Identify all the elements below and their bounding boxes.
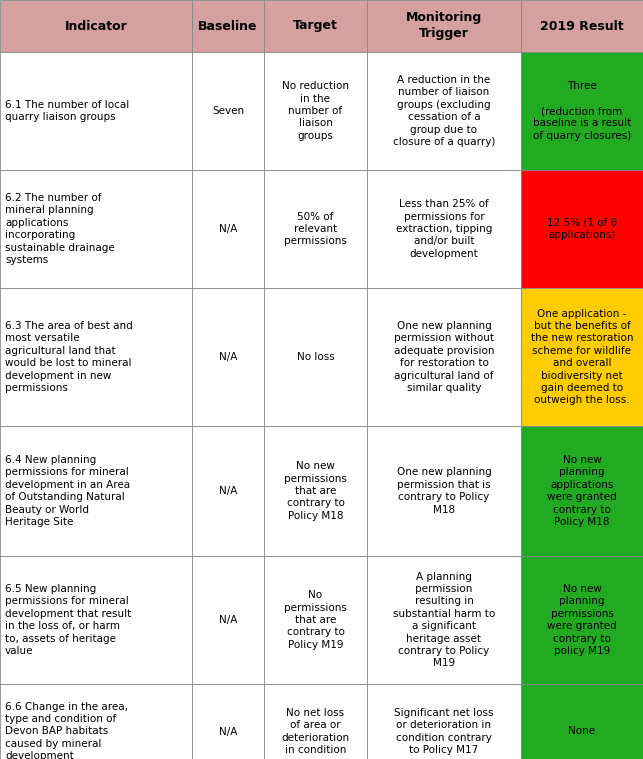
Bar	[367, 170, 521, 288]
Bar	[192, 288, 264, 426]
Bar	[367, 0, 521, 52]
Bar	[521, 426, 643, 556]
Bar	[367, 52, 521, 170]
Text: 6.6 Change in the area,
type and condition of
Devon BAP habitats
caused by miner: 6.6 Change in the area, type and conditi…	[5, 702, 128, 759]
Bar	[521, 288, 643, 426]
Text: 12.5% (1 of 8
applications): 12.5% (1 of 8 applications)	[547, 218, 617, 240]
Bar	[0, 426, 192, 556]
Text: N/A: N/A	[219, 726, 237, 736]
Text: None: None	[568, 726, 595, 736]
Text: Target: Target	[293, 20, 338, 33]
Text: 50% of
relevant
permissions: 50% of relevant permissions	[284, 212, 347, 247]
Bar	[264, 426, 367, 556]
Text: One new planning
permission that is
contrary to Policy
M18: One new planning permission that is cont…	[397, 468, 491, 515]
Text: A planning
permission
resulting in
substantial harm to
a significant
heritage as: A planning permission resulting in subst…	[393, 572, 495, 669]
Bar	[367, 684, 521, 759]
Text: Three

(reduction from
baseline is a result
of quarry closures): Three (reduction from baseline is a resu…	[533, 81, 631, 141]
Text: Indicator: Indicator	[65, 20, 127, 33]
Bar	[367, 426, 521, 556]
Text: N/A: N/A	[219, 615, 237, 625]
Text: Significant net loss
or deterioration in
condition contrary
to Policy M17: Significant net loss or deterioration in…	[394, 708, 494, 755]
Text: 6.5 New planning
permissions for mineral
development that result
in the loss of,: 6.5 New planning permissions for mineral…	[5, 584, 131, 656]
Bar	[192, 426, 264, 556]
Text: One application -
but the benefits of
the new restoration
scheme for wildlife
an: One application - but the benefits of th…	[530, 309, 633, 405]
Text: N/A: N/A	[219, 224, 237, 234]
Text: 6.3 The area of best and
most versatile
agricultural land that
would be lost to : 6.3 The area of best and most versatile …	[5, 321, 132, 393]
Text: No new
planning
permissions
were granted
contrary to
policy M19: No new planning permissions were granted…	[547, 584, 617, 656]
Bar	[367, 288, 521, 426]
Text: No new
planning
applications
were granted
contrary to
Policy M18: No new planning applications were grante…	[547, 455, 617, 527]
Bar	[367, 556, 521, 684]
Bar	[521, 556, 643, 684]
Bar	[264, 0, 367, 52]
Text: 6.2 The number of
mineral planning
applications
incorporating
sustainable draina: 6.2 The number of mineral planning appli…	[5, 193, 114, 265]
Text: No new
permissions
that are
contrary to
Policy M18: No new permissions that are contrary to …	[284, 461, 347, 521]
Bar	[192, 556, 264, 684]
Bar	[521, 684, 643, 759]
Bar	[192, 170, 264, 288]
Bar	[0, 52, 192, 170]
Bar	[0, 0, 192, 52]
Bar	[521, 0, 643, 52]
Text: One new planning
permission without
adequate provision
for restoration to
agricu: One new planning permission without adeq…	[394, 321, 494, 393]
Bar	[264, 684, 367, 759]
Bar	[264, 52, 367, 170]
Text: No loss: No loss	[296, 352, 334, 362]
Text: 2019 Result: 2019 Result	[540, 20, 624, 33]
Text: N/A: N/A	[219, 352, 237, 362]
Bar	[0, 556, 192, 684]
Text: No net loss
of area or
deterioration
in condition: No net loss of area or deterioration in …	[282, 708, 350, 755]
Text: 6.1 The number of local
quarry liaison groups: 6.1 The number of local quarry liaison g…	[5, 99, 129, 122]
Text: No reduction
in the
number of
liaison
groups: No reduction in the number of liaison gr…	[282, 81, 349, 141]
Text: No
permissions
that are
contrary to
Policy M19: No permissions that are contrary to Poli…	[284, 591, 347, 650]
Text: N/A: N/A	[219, 486, 237, 496]
Bar	[0, 170, 192, 288]
Bar	[192, 52, 264, 170]
Text: A reduction in the
number of liaison
groups (excluding
cessation of a
group due : A reduction in the number of liaison gro…	[393, 75, 495, 147]
Bar	[521, 52, 643, 170]
Bar	[0, 684, 192, 759]
Text: Seven: Seven	[212, 106, 244, 116]
Bar	[0, 288, 192, 426]
Bar	[192, 684, 264, 759]
Bar	[521, 170, 643, 288]
Bar	[264, 556, 367, 684]
Bar	[264, 288, 367, 426]
Bar	[264, 170, 367, 288]
Text: Monitoring
Trigger: Monitoring Trigger	[406, 11, 482, 40]
Bar	[192, 0, 264, 52]
Text: 6.4 New planning
permissions for mineral
development in an Area
of Outstanding N: 6.4 New planning permissions for mineral…	[5, 455, 130, 527]
Text: Less than 25% of
permissions for
extraction, tipping
and/or built
development: Less than 25% of permissions for extract…	[396, 199, 492, 259]
Text: Baseline: Baseline	[198, 20, 258, 33]
